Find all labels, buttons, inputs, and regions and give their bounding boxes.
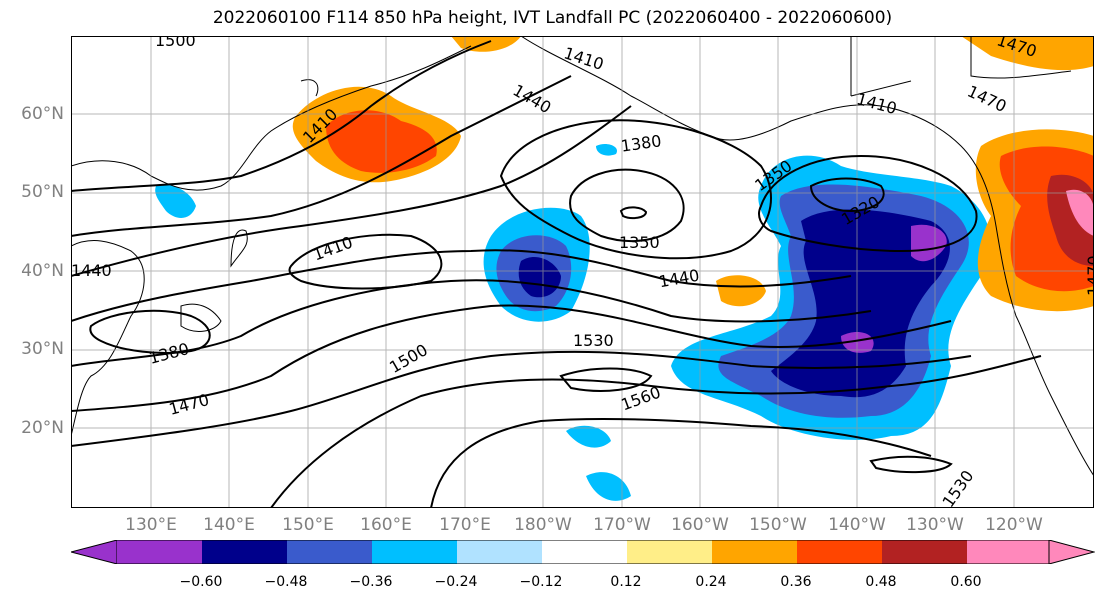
colorbar-tick-label: −0.12 <box>519 574 563 590</box>
contour-label: 1500 <box>155 36 196 50</box>
colorbar-swatch <box>372 540 457 564</box>
lon-label: 130°W <box>906 515 964 535</box>
lon-label: 170°E <box>439 515 491 535</box>
colorbar-swatch <box>797 540 882 564</box>
contour-label: 1440 <box>510 80 555 117</box>
contour-label: 1380 <box>147 339 191 368</box>
colorbar-tick-label: −0.48 <box>264 574 308 590</box>
ivt-positive-shading <box>292 36 1094 312</box>
colorbar-swatch <box>627 540 712 564</box>
lon-label: 160°E <box>360 515 412 535</box>
map-title: 2022060100 F114 850 hPa height, IVT Land… <box>212 8 893 28</box>
colorbar-tick-label: 0.36 <box>780 574 812 590</box>
colorbar-swatch <box>202 540 287 564</box>
colorbar-tick-label: 0.48 <box>865 574 897 590</box>
lon-label: 170°W <box>593 515 651 535</box>
contour-label: 1530 <box>573 331 614 350</box>
lat-label: 20°N <box>21 418 64 438</box>
colorbar-tick-label: 0.60 <box>950 574 982 590</box>
contour-label: 1350 <box>619 233 660 252</box>
contour-label: 1500 <box>386 340 431 377</box>
ivt-negative-shading <box>155 143 991 501</box>
graticule <box>71 36 1094 508</box>
lon-label: 140°E <box>203 515 255 535</box>
lon-label: 120°W <box>985 515 1043 535</box>
height-contours <box>71 40 1042 508</box>
lat-label: 50°N <box>21 182 64 202</box>
contour-label: 1440 <box>657 266 700 292</box>
contour-label: 1530 <box>939 467 978 508</box>
contour-label: 1410 <box>310 233 355 265</box>
lon-label: 180°W <box>514 515 572 535</box>
contour-label: 1380 <box>620 131 663 155</box>
contour-label: 1470 <box>1084 255 1094 296</box>
colorbar-swatch <box>457 540 542 564</box>
colorbar-tick-label: −0.24 <box>434 574 478 590</box>
map-panel: 1500 1410 1440 1380 1350 1320 1410 1470 … <box>71 36 1094 508</box>
colorbar-tick-label: −0.36 <box>349 574 393 590</box>
colorbar-tick-label: 0.12 <box>610 574 642 590</box>
lon-label: 150°W <box>749 515 807 535</box>
colorbar-swatch <box>712 540 797 564</box>
colorbar-swatch <box>882 540 967 564</box>
colorbar-swatch <box>71 540 118 564</box>
colorbar-swatch <box>542 540 627 564</box>
lat-label: 30°N <box>21 339 64 359</box>
lon-label: 160°W <box>671 515 729 535</box>
colorbar-swatch <box>1048 540 1095 564</box>
colorbar-tick-label: 0.24 <box>695 574 727 590</box>
lat-label: 60°N <box>21 104 64 124</box>
contour-label: 1470 <box>964 82 1009 116</box>
contour-label: 1560 <box>618 383 663 415</box>
lon-label: 150°E <box>282 515 334 535</box>
lat-label: 40°N <box>21 261 64 281</box>
lon-label: 130°E <box>125 515 177 535</box>
colorbar-swatch <box>967 540 1049 564</box>
contour-label: 1470 <box>167 390 211 419</box>
colorbar-tick-label: −0.60 <box>179 574 223 590</box>
colorbar-swatch <box>117 540 202 564</box>
colorbar <box>71 540 1095 564</box>
colorbar-swatch <box>287 540 372 564</box>
contour-label: 1440 <box>71 261 112 280</box>
lon-label: 140°W <box>828 515 886 535</box>
